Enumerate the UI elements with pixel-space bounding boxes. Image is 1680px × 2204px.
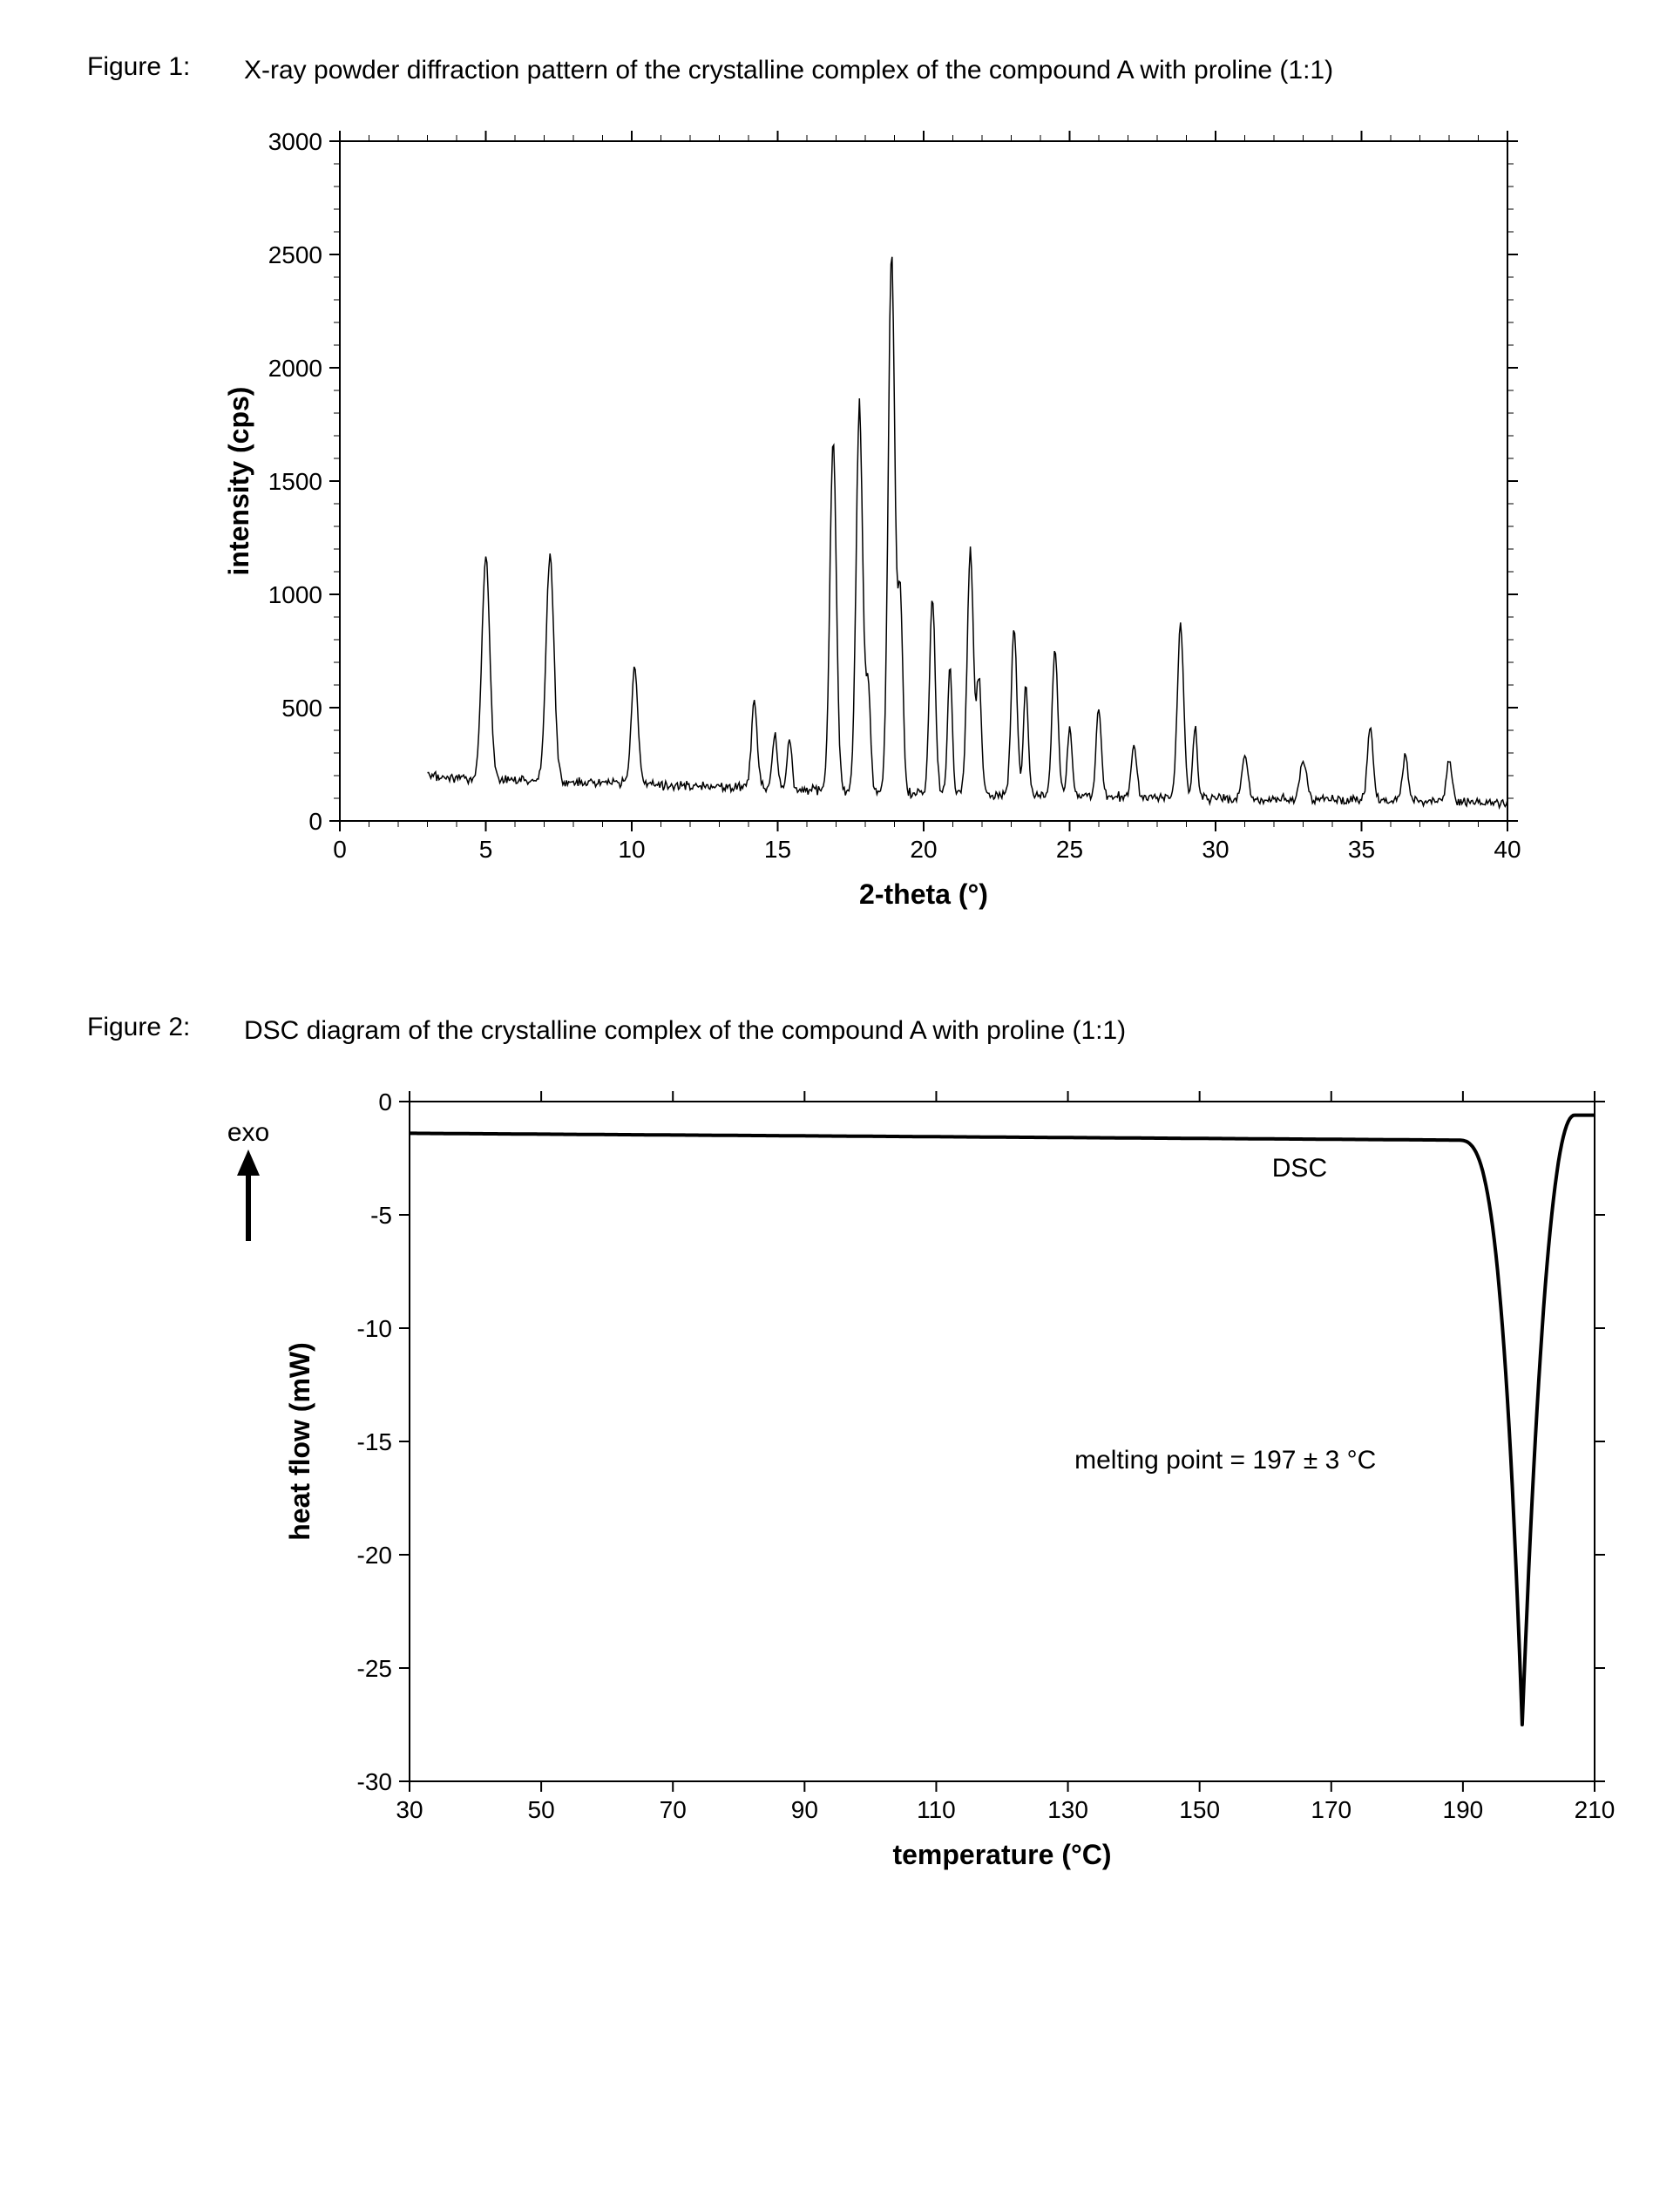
svg-text:2000: 2000 bbox=[268, 355, 322, 382]
svg-text:20: 20 bbox=[910, 836, 937, 863]
svg-text:500: 500 bbox=[281, 695, 322, 722]
svg-text:melting point = 197 ± 3 °C: melting point = 197 ± 3 °C bbox=[1074, 1446, 1376, 1475]
svg-text:2-theta (°): 2-theta (°) bbox=[859, 878, 988, 910]
svg-text:-30: -30 bbox=[357, 1768, 392, 1795]
svg-text:35: 35 bbox=[1348, 836, 1375, 863]
svg-text:110: 110 bbox=[917, 1796, 956, 1823]
figure1-chart: 0 500 1000 1500 2000 2500 3000 0 5 10 15 20 25 30 35 40… bbox=[209, 124, 1593, 926]
figure2-caption: Figure 2: DSC diagram of the crystalline… bbox=[87, 1013, 1593, 1049]
svg-text:-25: -25 bbox=[357, 1655, 392, 1682]
svg-text:190: 190 bbox=[1443, 1796, 1484, 1823]
svg-text:130: 130 bbox=[1047, 1796, 1088, 1823]
svg-text:DSC: DSC bbox=[1272, 1154, 1327, 1183]
svg-text:1000: 1000 bbox=[268, 581, 322, 608]
figure1-caption: Figure 1: X-ray powder diffraction patte… bbox=[87, 52, 1593, 89]
svg-text:heat flow (mW): heat flow (mW) bbox=[284, 1342, 315, 1541]
svg-text:15: 15 bbox=[764, 836, 791, 863]
svg-text:-15: -15 bbox=[357, 1428, 392, 1455]
svg-text:temperature (°C): temperature (°C) bbox=[892, 1839, 1111, 1870]
figure2-label: Figure 2: bbox=[87, 1013, 244, 1049]
svg-text:-20: -20 bbox=[357, 1542, 392, 1569]
svg-text:90: 90 bbox=[791, 1796, 818, 1823]
svg-text:0: 0 bbox=[333, 836, 347, 863]
svg-text:50: 50 bbox=[528, 1796, 555, 1823]
svg-text:2500: 2500 bbox=[268, 241, 322, 268]
svg-text:0: 0 bbox=[308, 808, 322, 835]
svg-text:-10: -10 bbox=[357, 1315, 392, 1342]
svg-text:0: 0 bbox=[378, 1088, 392, 1116]
svg-text:30: 30 bbox=[396, 1796, 423, 1823]
figure1-label: Figure 1: bbox=[87, 52, 244, 89]
figure1-text: X-ray powder diffraction pattern of the … bbox=[244, 52, 1333, 89]
svg-text:-5: -5 bbox=[370, 1202, 392, 1229]
svg-text:170: 170 bbox=[1311, 1796, 1351, 1823]
svg-text:210: 210 bbox=[1575, 1796, 1616, 1823]
svg-text:30: 30 bbox=[1202, 836, 1229, 863]
svg-text:5: 5 bbox=[479, 836, 493, 863]
svg-text:intensity (cps): intensity (cps) bbox=[223, 387, 254, 576]
figure2-text: DSC diagram of the crystalline complex o… bbox=[244, 1013, 1126, 1049]
svg-text:25: 25 bbox=[1056, 836, 1083, 863]
svg-text:70: 70 bbox=[660, 1796, 687, 1823]
svg-text:exo: exo bbox=[227, 1118, 269, 1147]
svg-text:3000: 3000 bbox=[268, 128, 322, 155]
svg-text:150: 150 bbox=[1179, 1796, 1220, 1823]
svg-text:40: 40 bbox=[1494, 836, 1521, 863]
figure2-chart: -30 -25 -20 -15 -10 -5 0 30 50 70 90 110 130 150 170 19… bbox=[209, 1084, 1593, 1886]
svg-text:10: 10 bbox=[618, 836, 645, 863]
svg-text:1500: 1500 bbox=[268, 468, 322, 495]
